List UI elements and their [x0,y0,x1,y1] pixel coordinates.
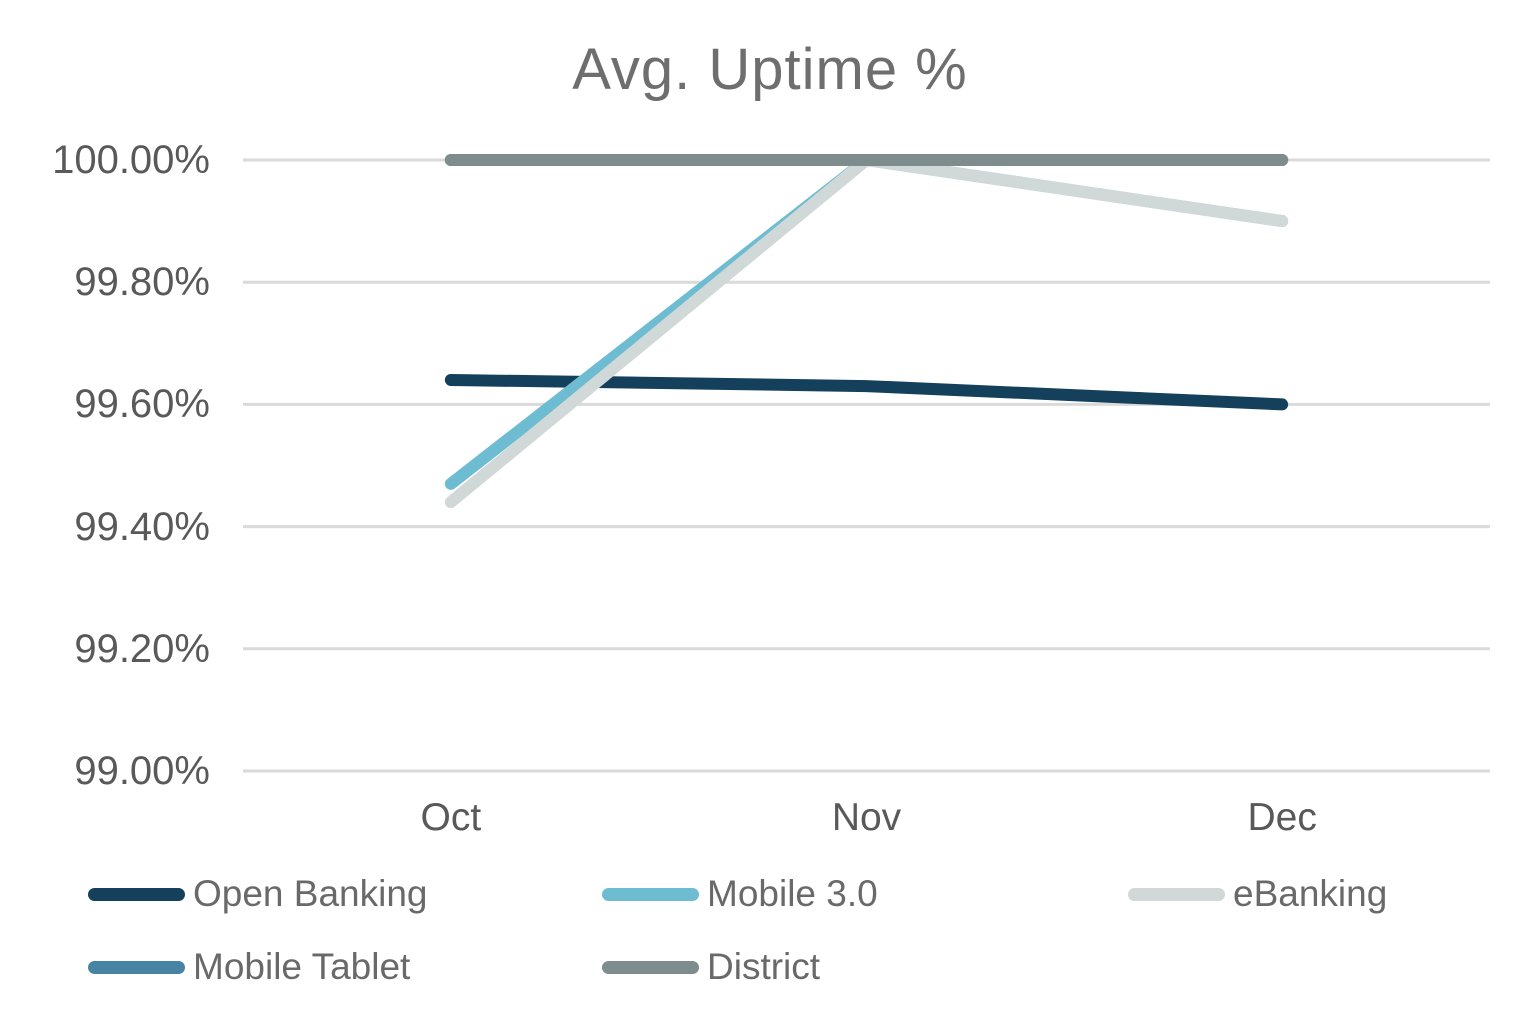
legend-item-ebanking: eBanking [1128,873,1387,915]
y-axis-label: 99.40% [74,504,210,549]
legend-label: Mobile 3.0 [707,873,878,914]
x-axis-label-dec: Dec [1247,796,1317,839]
y-axis-label: 99.80% [74,260,210,305]
series-line-ebanking [444,154,1289,509]
legend-item-mobile-tablet: Mobile Tablet [88,946,410,988]
legend-label: District [707,946,821,987]
legend-label: Open Banking [193,873,428,914]
legend-swatch [1128,887,1225,901]
legend-item-district: District [602,946,820,988]
y-axis-label: 99.60% [74,382,210,427]
x-axis-label-nov: Nov [831,796,902,839]
legend-item-mobile-3-0: Mobile 3.0 [602,873,878,915]
legend-swatch [88,960,185,974]
legend-swatch [602,960,699,974]
legend-label: eBanking [1233,873,1388,914]
y-axis-label: 99.00% [74,749,210,793]
legend-label: Mobile Tablet [193,946,411,987]
legend-swatch [602,887,699,901]
y-axis-label: 100.00% [52,138,210,182]
legend-swatch [88,887,185,901]
x-axis-label-oct: Oct [420,796,482,839]
y-axis-label: 99.20% [74,626,210,671]
legend-item-open-banking: Open Banking [88,873,428,915]
chart-title: Avg. Uptime % [572,37,968,102]
